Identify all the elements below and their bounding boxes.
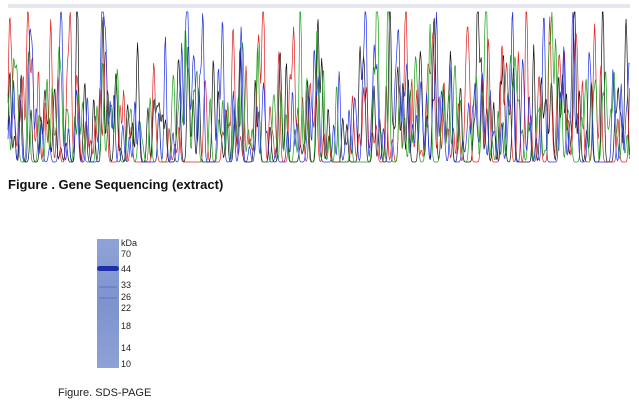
faint-band <box>99 286 117 288</box>
trace <box>7 11 630 163</box>
trace <box>7 11 630 163</box>
marker-label: 22 <box>121 303 132 313</box>
caption: Figure. SDS-PAGE <box>58 387 152 399</box>
sequence-strip <box>8 4 630 8</box>
marker-label: 10 <box>121 359 132 369</box>
chromatogram <box>7 4 630 163</box>
marker-label: 44 <box>121 264 132 274</box>
marker-label: 14 <box>121 343 132 353</box>
trace <box>7 11 630 163</box>
marker-label: 70 <box>121 249 132 259</box>
unit-label: kDa <box>121 238 138 248</box>
gel-lane <box>97 239 119 368</box>
marker-label: 26 <box>121 292 132 302</box>
caption: Figure . Gene Sequencing (extract) <box>8 177 224 192</box>
trace <box>7 11 630 163</box>
faint-band <box>99 297 117 299</box>
marker-label: 18 <box>121 321 132 331</box>
marker-label: 33 <box>121 280 132 290</box>
protein-band <box>97 266 119 271</box>
